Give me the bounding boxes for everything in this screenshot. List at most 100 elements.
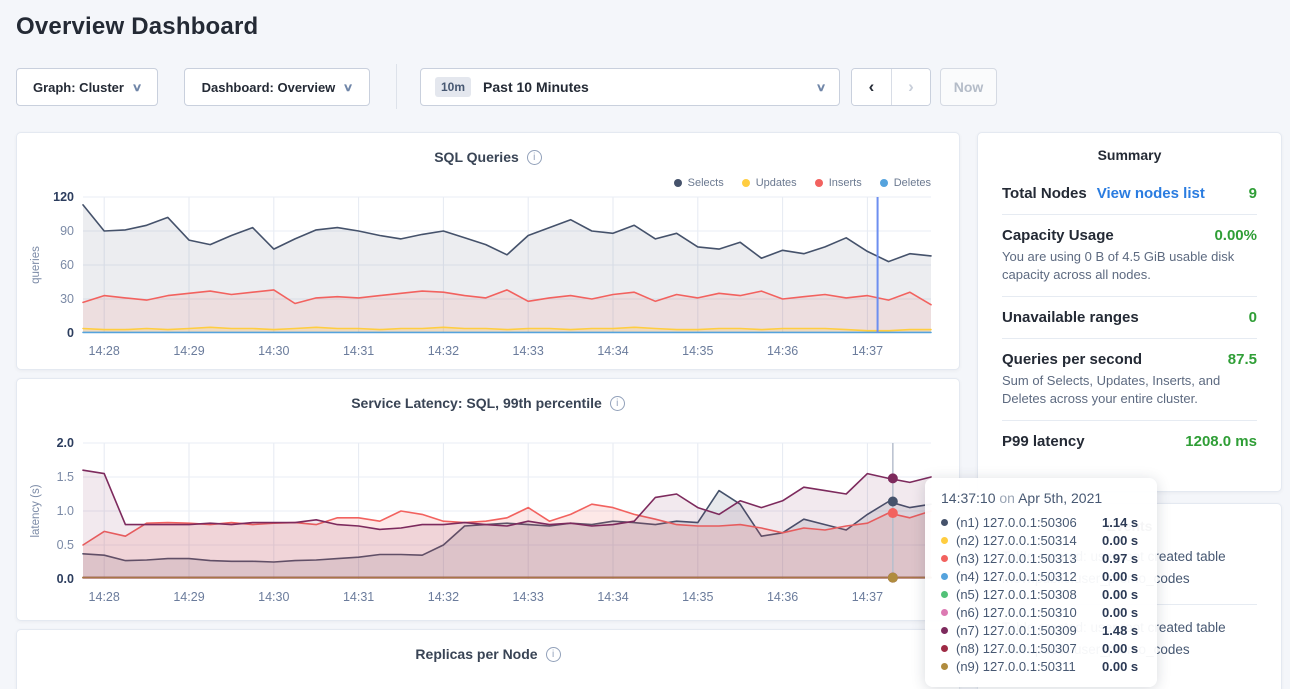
now-button[interactable]: Now: [940, 68, 997, 106]
sql-queries-chart[interactable]: 14:2814:2914:3014:3114:3214:3314:3414:35…: [25, 187, 953, 367]
tooltip-row: (n6) 127.0.0.1:50310 0.00 s: [941, 603, 1141, 621]
tooltip-node-value: 1.14 s: [1102, 515, 1138, 530]
tooltip-node-value: 0.00 s: [1102, 587, 1138, 602]
svg-text:1.5: 1.5: [57, 470, 74, 484]
tooltip-node-label: (n3) 127.0.0.1:50313: [956, 551, 1096, 566]
tooltip-row: (n4) 127.0.0.1:50312 0.00 s: [941, 567, 1141, 585]
svg-text:14:29: 14:29: [173, 590, 204, 604]
tooltip-node-value: 0.00 s: [1102, 641, 1138, 656]
chevron-down-icon: ∨: [816, 81, 827, 94]
summary-row-label: Total Nodes: [1002, 185, 1087, 202]
service-latency-panel: Service Latency: SQL, 99th percentile i …: [16, 378, 960, 621]
sql-queries-panel: SQL Queries i SelectsUpdatesInsertsDelet…: [16, 132, 960, 370]
toolbar-divider: [396, 64, 397, 109]
svg-text:14:31: 14:31: [343, 590, 374, 604]
series-dot-icon: [941, 573, 948, 580]
svg-text:90: 90: [60, 224, 74, 238]
summary-row-line: Total Nodes View nodes list 9: [1002, 185, 1257, 202]
summary-row-value: 87.5: [1228, 351, 1257, 368]
series-dot-icon: [941, 519, 948, 526]
svg-text:14:32: 14:32: [428, 344, 459, 358]
graph-dropdown-label: Graph: Cluster: [33, 80, 124, 95]
svg-text:14:28: 14:28: [89, 344, 120, 358]
next-time-button[interactable]: ›: [891, 69, 930, 105]
tooltip-node-label: (n4) 127.0.0.1:50312: [956, 569, 1096, 584]
tooltip-node-label: (n9) 127.0.0.1:50311: [956, 659, 1096, 674]
summary-row-label: Unavailable ranges: [1002, 309, 1139, 326]
summary-row: P99 latency1208.0 ms: [1002, 421, 1257, 462]
svg-text:14:33: 14:33: [513, 590, 544, 604]
sql-queries-title: SQL Queries: [434, 149, 519, 165]
chevron-left-icon: ‹: [869, 77, 875, 96]
summary-row-description: You are using 0 B of 4.5 GiB usable disk…: [1002, 248, 1257, 284]
summary-row-value: 9: [1249, 185, 1257, 202]
tooltip-on: on: [999, 490, 1015, 506]
summary-row: Queries per second87.5Sum of Selects, Up…: [1002, 339, 1257, 421]
summary-title: Summary: [978, 147, 1281, 163]
replicas-per-node-panel: Replicas per Node i: [16, 629, 960, 689]
svg-text:14:30: 14:30: [258, 590, 289, 604]
tooltip-row: (n7) 127.0.0.1:503091.48 s: [941, 621, 1141, 639]
summary-row-value: 1208.0 ms: [1185, 433, 1257, 450]
replicas-per-node-title: Replicas per Node: [415, 646, 537, 662]
graph-dropdown[interactable]: Graph: Cluster ∨: [16, 68, 158, 106]
svg-text:14:34: 14:34: [597, 344, 628, 358]
dashboard-dropdown[interactable]: Dashboard: Overview ∨: [184, 68, 370, 106]
summary-rows: Total Nodes View nodes list 9 Capacity Usag…: [978, 173, 1281, 462]
tooltip-node-value: 0.00 s: [1102, 659, 1138, 674]
time-range-label: Past 10 Minutes: [483, 79, 589, 95]
tooltip-node-value: 0.00 s: [1102, 605, 1138, 620]
svg-text:14:32: 14:32: [428, 590, 459, 604]
svg-text:14:37: 14:37: [852, 590, 883, 604]
svg-text:1.0: 1.0: [57, 504, 74, 518]
chevron-down-icon: ∨: [343, 81, 354, 94]
svg-text:14:35: 14:35: [682, 344, 713, 358]
prev-time-button[interactable]: ‹: [852, 69, 891, 105]
series-dot-icon: [941, 537, 948, 544]
tooltip-node-value: 0.97 s: [1102, 551, 1138, 566]
summary-row-line: P99 latency1208.0 ms: [1002, 433, 1257, 450]
tooltip-time: 14:37:10: [941, 490, 996, 506]
svg-text:14:33: 14:33: [513, 344, 544, 358]
svg-text:14:28: 14:28: [89, 590, 120, 604]
svg-text:0.0: 0.0: [57, 572, 74, 586]
time-range-picker[interactable]: 10m Past 10 Minutes ∨: [420, 68, 840, 106]
tooltip-node-label: (n5) 127.0.0.1:50308: [956, 587, 1096, 602]
summary-row-label: Capacity Usage: [1002, 227, 1114, 244]
tooltip-node-value: 1.48 s: [1102, 623, 1138, 638]
info-icon[interactable]: i: [546, 647, 561, 662]
summary-panel: Summary Total Nodes View nodes list 9 Capac…: [977, 132, 1282, 492]
summary-row-value: 0: [1249, 309, 1257, 326]
tooltip-rows: (n1) 127.0.0.1:503061.14 s(n2) 127.0.0.1…: [941, 513, 1141, 675]
tooltip-row: (n3) 127.0.0.1:50313 0.97 s: [941, 549, 1141, 567]
summary-row-line: Capacity Usage0.00%: [1002, 227, 1257, 244]
series-dot-icon: [941, 591, 948, 598]
svg-text:queries: queries: [30, 246, 42, 284]
svg-text:latency (s): latency (s): [30, 484, 42, 537]
tooltip-node-label: (n6) 127.0.0.1:50310: [956, 605, 1096, 620]
chart-hover-tooltip: 14:37:10 on Apr 5th, 2021 (n1) 127.0.0.1…: [925, 478, 1157, 687]
series-dot-icon: [941, 663, 948, 670]
service-latency-title: Service Latency: SQL, 99th percentile: [351, 395, 602, 411]
info-icon[interactable]: i: [610, 396, 625, 411]
series-dot-icon: [941, 645, 948, 652]
summary-row: Unavailable ranges 0: [1002, 297, 1257, 339]
svg-text:14:31: 14:31: [343, 344, 374, 358]
svg-text:14:35: 14:35: [682, 590, 713, 604]
legend-dot-icon: [742, 179, 750, 187]
svg-text:0: 0: [67, 326, 74, 340]
info-icon[interactable]: i: [527, 150, 542, 165]
tooltip-node-value: 0.00 s: [1102, 569, 1138, 584]
summary-row: Total Nodes View nodes list 9: [1002, 173, 1257, 215]
service-latency-chart[interactable]: 14:28 14:29 14:30 14:31 14:32 14:33 14:34 14:35…: [25, 433, 953, 613]
svg-text:14:29: 14:29: [173, 344, 204, 358]
svg-text:14:37: 14:37: [852, 344, 883, 358]
view-nodes-list-link[interactable]: View nodes list: [1097, 185, 1205, 202]
svg-text:14:34: 14:34: [597, 590, 628, 604]
svg-text:30: 30: [60, 292, 74, 306]
legend-dot-icon: [880, 179, 888, 187]
svg-text:14:36: 14:36: [767, 590, 798, 604]
tooltip-row: (n9) 127.0.0.1:50311 0.00 s: [941, 657, 1141, 675]
time-range-badge: 10m: [435, 77, 471, 97]
tooltip-node-label: (n2) 127.0.0.1:50314: [956, 533, 1096, 548]
